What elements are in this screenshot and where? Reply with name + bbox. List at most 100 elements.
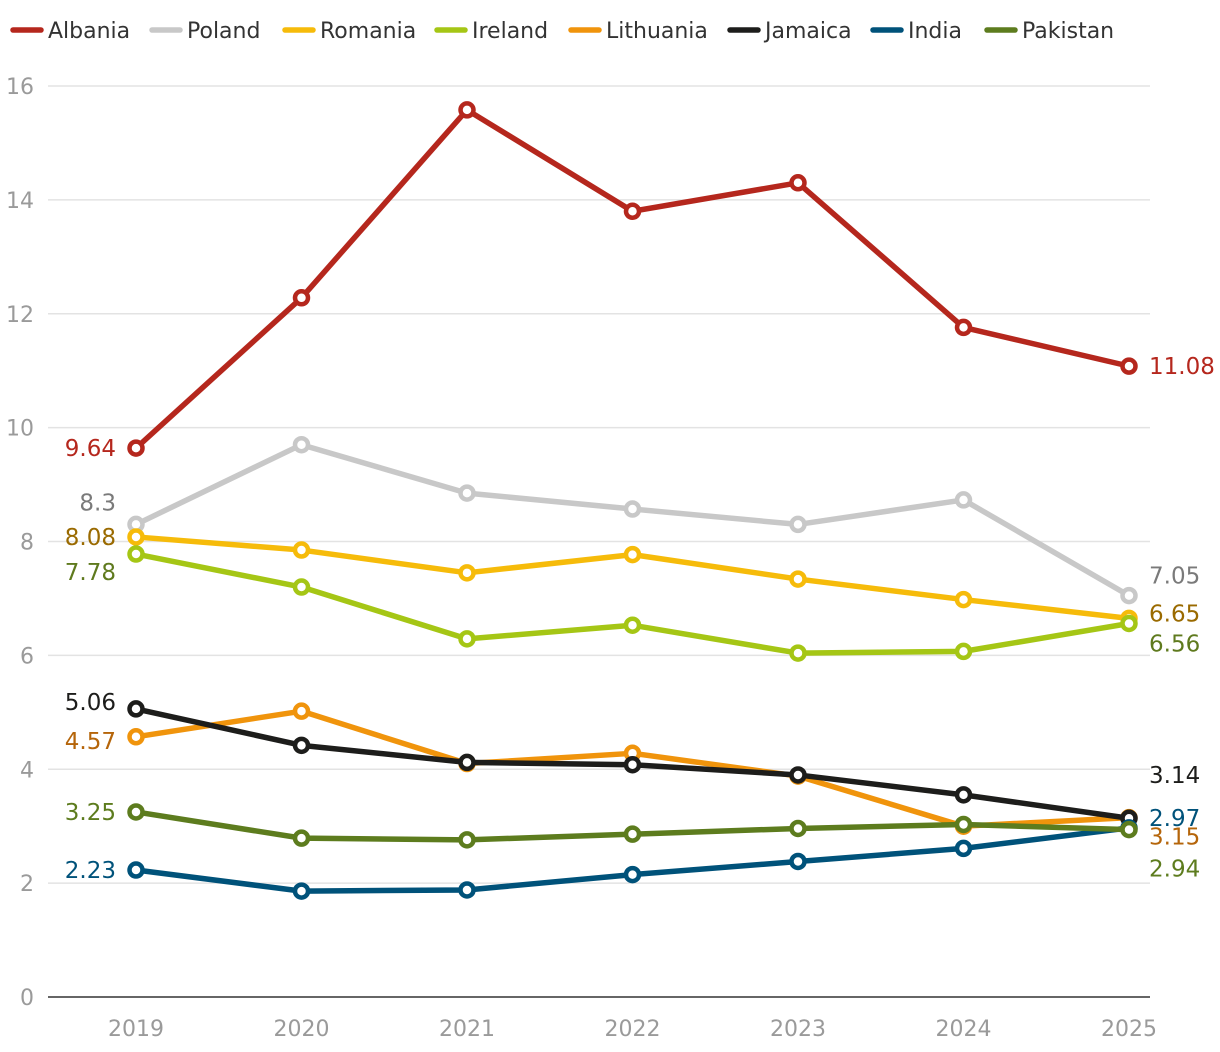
legend: Albania Poland Romania Ireland Lithuania Jama… bbox=[10, 19, 1114, 44]
data-label-start-pakistan: 3.25 bbox=[65, 800, 116, 826]
data-point-ireland-2023 bbox=[789, 644, 807, 662]
data-point-albania-2020 bbox=[292, 289, 311, 307]
data-point-ireland-2022 bbox=[623, 616, 642, 634]
x-axis-tick-labels: 2019 2020 2021 2022 2023 2024 2025 bbox=[108, 1017, 1157, 1042]
series-ireland bbox=[127, 545, 1138, 662]
y-tick-label: 2 bbox=[20, 872, 34, 897]
x-tick-label-2025: 2025 bbox=[1101, 1017, 1157, 1042]
series-line-albania bbox=[133, 107, 1132, 451]
y-tick-label: 10 bbox=[6, 417, 34, 442]
data-label-end-india: 2.97 bbox=[1149, 806, 1200, 832]
data-label-start-lithuania: 4.57 bbox=[65, 729, 116, 755]
x-tick-label-2024: 2024 bbox=[936, 1017, 992, 1042]
data-point-poland-2021 bbox=[458, 484, 476, 502]
data-point-jamaica-2022 bbox=[623, 755, 642, 774]
data-point-jamaica-2019 bbox=[127, 700, 145, 718]
y-tick-label: 14 bbox=[6, 189, 34, 214]
y-tick-label: 6 bbox=[20, 644, 34, 669]
data-label-end-romania: 6.65 bbox=[1149, 601, 1200, 627]
legend-item-romania: Romania bbox=[282, 19, 416, 44]
data-point-albania-2021 bbox=[458, 101, 476, 119]
legend-label-jamaica: Jamaica bbox=[763, 19, 852, 44]
legend-item-jamaica: Jamaica bbox=[727, 19, 852, 44]
data-point-poland-2025 bbox=[1120, 586, 1138, 605]
y-tick-label: 8 bbox=[20, 531, 34, 556]
data-point-ireland-2025 bbox=[1120, 614, 1138, 633]
data-point-pakistan-2022 bbox=[623, 825, 642, 843]
legend-label-poland: Poland bbox=[187, 19, 260, 44]
y-tick-label: 4 bbox=[20, 758, 34, 783]
legend-label-ireland: Ireland bbox=[472, 19, 548, 44]
data-point-india-2020 bbox=[292, 882, 311, 900]
data-label-start-albania: 9.64 bbox=[65, 436, 116, 462]
legend-item-poland: Poland bbox=[149, 19, 260, 44]
x-tick-label-2019: 2019 bbox=[108, 1017, 164, 1042]
data-point-lithuania-2019 bbox=[127, 728, 145, 746]
data-point-poland-2024 bbox=[954, 491, 973, 509]
series-romania bbox=[127, 528, 1138, 628]
data-point-poland-2022 bbox=[623, 500, 642, 518]
data-point-lithuania-2020 bbox=[292, 702, 311, 720]
data-point-india-2019 bbox=[127, 861, 145, 879]
data-labels: 9.64 11.08 8.3 7.05 8.08 6.65 7.78 6.56 4.57 3.15… bbox=[65, 354, 1215, 884]
y-tick-label: 0 bbox=[20, 986, 34, 1011]
data-point-ireland-2024 bbox=[954, 642, 973, 661]
series-group bbox=[127, 101, 1138, 900]
data-point-india-2023 bbox=[789, 852, 807, 871]
data-point-pakistan-2025 bbox=[1120, 820, 1138, 839]
data-point-albania-2022 bbox=[623, 202, 642, 221]
legend-label-romania: Romania bbox=[320, 19, 416, 44]
data-point-pakistan-2024 bbox=[954, 815, 973, 834]
data-point-romania-2024 bbox=[954, 590, 973, 609]
data-label-start-ireland: 7.78 bbox=[65, 560, 116, 586]
data-point-romania-2021 bbox=[458, 564, 476, 582]
data-point-romania-2020 bbox=[292, 541, 311, 559]
data-point-pakistan-2020 bbox=[292, 829, 311, 847]
data-label-end-poland: 7.05 bbox=[1149, 564, 1200, 590]
data-point-albania-2025 bbox=[1120, 357, 1138, 375]
legend-item-pakistan: Pakistan bbox=[984, 19, 1114, 44]
data-point-romania-2022 bbox=[623, 545, 642, 564]
data-point-pakistan-2019 bbox=[127, 803, 145, 821]
data-point-india-2021 bbox=[458, 881, 476, 899]
data-point-jamaica-2024 bbox=[954, 786, 973, 804]
data-label-end-ireland: 6.56 bbox=[1149, 631, 1200, 657]
data-point-poland-2023 bbox=[789, 515, 807, 534]
x-tick-label-2022: 2022 bbox=[605, 1017, 661, 1042]
gridlines bbox=[48, 85, 1150, 884]
data-point-pakistan-2021 bbox=[458, 831, 476, 849]
legend-label-lithuania: Lithuania bbox=[606, 19, 708, 44]
data-label-end-pakistan: 2.94 bbox=[1149, 857, 1200, 883]
series-pakistan bbox=[127, 803, 1138, 849]
data-point-ireland-2020 bbox=[292, 578, 311, 596]
data-point-pakistan-2023 bbox=[789, 819, 807, 838]
data-point-albania-2024 bbox=[954, 318, 973, 337]
data-point-ireland-2021 bbox=[458, 630, 476, 648]
data-point-jamaica-2021 bbox=[458, 753, 476, 772]
x-tick-label-2021: 2021 bbox=[439, 1017, 495, 1042]
data-label-end-lithuania: 3.15 bbox=[1149, 825, 1200, 851]
data-point-romania-2019 bbox=[127, 528, 145, 546]
data-label-end-jamaica: 3.14 bbox=[1149, 763, 1200, 789]
y-tick-label: 12 bbox=[6, 303, 34, 328]
series-jamaica bbox=[127, 700, 1138, 827]
data-label-start-poland: 8.3 bbox=[79, 490, 116, 516]
x-tick-label-2023: 2023 bbox=[770, 1017, 826, 1042]
legend-item-albania: Albania bbox=[10, 19, 130, 44]
data-point-poland-2020 bbox=[292, 435, 311, 454]
legend-item-india: India bbox=[870, 19, 962, 44]
data-point-ireland-2019 bbox=[127, 545, 145, 563]
series-albania bbox=[127, 101, 1138, 457]
data-point-jamaica-2023 bbox=[789, 766, 807, 784]
data-label-start-india: 2.23 bbox=[65, 858, 116, 884]
data-point-romania-2023 bbox=[789, 570, 807, 588]
data-point-albania-2019 bbox=[127, 439, 145, 457]
series-line-poland bbox=[133, 441, 1132, 599]
data-label-start-romania: 8.08 bbox=[65, 525, 116, 551]
y-tick-label: 16 bbox=[6, 75, 34, 100]
legend-label-india: India bbox=[908, 19, 962, 44]
legend-label-albania: Albania bbox=[48, 19, 130, 44]
data-point-india-2022 bbox=[623, 865, 642, 884]
data-label-start-jamaica: 5.06 bbox=[65, 690, 116, 716]
